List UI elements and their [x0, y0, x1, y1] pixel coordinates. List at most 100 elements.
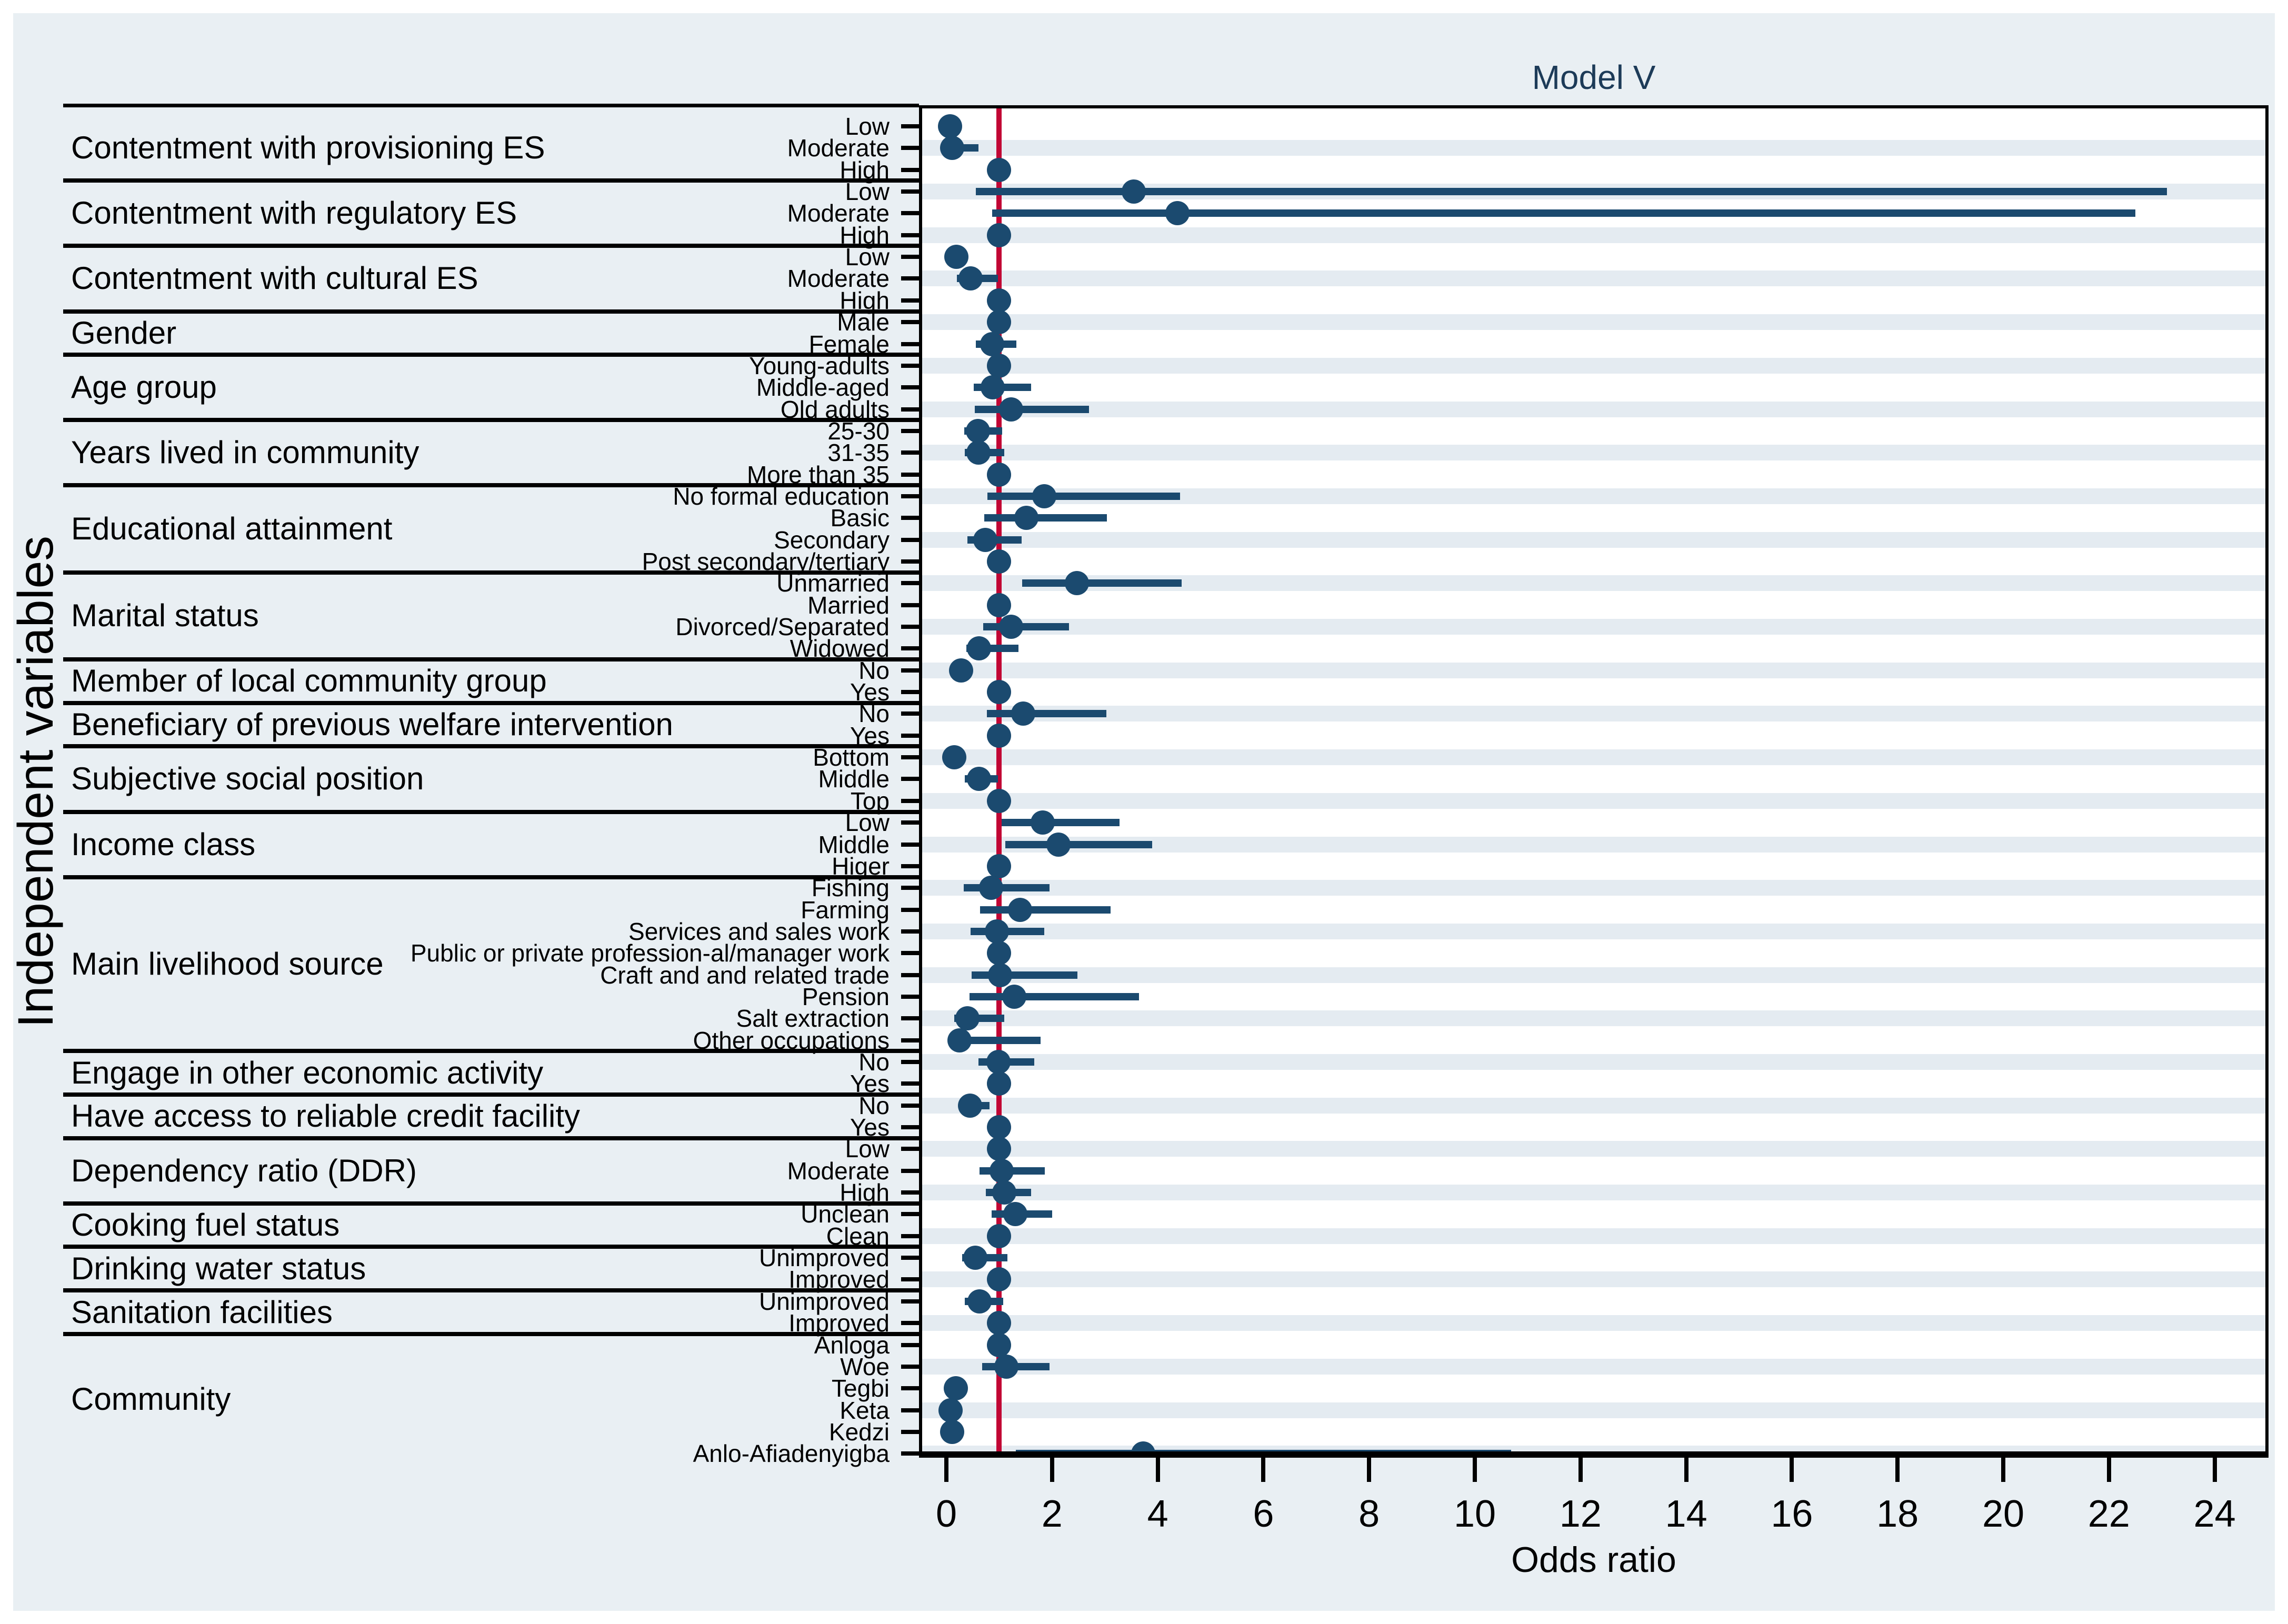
group-separator-line — [63, 1201, 919, 1206]
grid-stripe — [919, 1185, 2269, 1201]
y-tick — [901, 428, 919, 433]
y-tick — [901, 1103, 919, 1108]
x-tick-label: 12 — [1559, 1493, 1602, 1535]
y-tick — [901, 494, 919, 498]
or-dot — [987, 462, 1012, 487]
row-label: Middle — [818, 830, 890, 858]
y-tick — [901, 1342, 919, 1347]
ci-line — [987, 492, 1180, 500]
or-dot — [987, 723, 1012, 748]
y-tick — [901, 1081, 919, 1086]
ci-line — [1022, 579, 1182, 587]
or-dot — [987, 549, 1012, 574]
x-tick — [2212, 1458, 2217, 1482]
group-label: Subjective social position — [71, 761, 424, 797]
group-label: Contentment with provisioning ES — [71, 130, 545, 166]
row-label: Moderate — [787, 199, 890, 227]
x-tick — [1895, 1458, 1900, 1482]
y-tick — [901, 603, 919, 607]
group-separator-line — [63, 483, 919, 488]
y-tick — [901, 646, 919, 651]
y-tick — [901, 1038, 919, 1042]
y-tick — [901, 994, 919, 999]
or-dot — [944, 1376, 968, 1401]
row-label: Married — [807, 591, 890, 619]
y-tick — [901, 146, 919, 151]
group-separator-line — [63, 1136, 919, 1140]
group-separator-line — [63, 1092, 919, 1097]
row-label: Craft and and related trade — [600, 961, 890, 989]
y-tick — [901, 233, 919, 237]
row-label: Salt extraction — [736, 1005, 890, 1032]
grid-stripe — [919, 140, 2269, 156]
y-tick — [901, 1429, 919, 1434]
grid-stripe — [919, 270, 2269, 287]
grid-stripe — [919, 706, 2269, 722]
y-axis-title: Independent variables — [4, 413, 67, 1150]
plot-area — [919, 105, 2269, 1458]
row-label: Tegbi — [832, 1375, 890, 1402]
group-separator-line — [63, 244, 919, 248]
grid-stripe — [919, 1228, 2269, 1244]
y-tick — [901, 798, 919, 803]
grid-stripe — [919, 445, 2269, 461]
or-dot — [1165, 201, 1190, 226]
x-tick-label: 0 — [935, 1493, 957, 1535]
or-dot — [987, 941, 1012, 966]
or-dot — [987, 1115, 1012, 1139]
y-tick — [901, 450, 919, 455]
or-dot — [949, 658, 974, 683]
ci-line — [983, 623, 1069, 630]
group-label: Income class — [71, 826, 256, 862]
y-tick — [901, 886, 919, 890]
or-dot — [966, 440, 991, 465]
y-tick — [901, 559, 919, 564]
or-dot — [967, 1289, 992, 1314]
or-dot — [963, 1246, 988, 1270]
y-tick — [901, 864, 919, 868]
or-dot — [992, 1180, 1017, 1205]
group-separator-line — [63, 1331, 919, 1336]
group-label: Engage in other economic activity — [71, 1055, 544, 1090]
group-label: Have access to reliable credit facility — [71, 1098, 581, 1134]
or-dot — [994, 1354, 1018, 1379]
grid-stripe — [919, 1054, 2269, 1070]
group-label: Cooking fuel status — [71, 1207, 340, 1243]
or-dot — [1122, 179, 1146, 204]
ci-line — [976, 188, 2167, 195]
group-label: Dependency ratio (DDR) — [71, 1152, 417, 1188]
group-label: Member of local community group — [71, 663, 547, 699]
group-separator-line — [63, 570, 919, 575]
group-separator-line — [63, 809, 919, 814]
y-tick — [901, 1190, 919, 1195]
y-tick — [901, 255, 919, 259]
or-dot — [973, 527, 998, 552]
y-tick — [901, 1016, 919, 1021]
group-label: Marital status — [71, 598, 259, 634]
grid-stripe — [919, 880, 2269, 896]
or-dot — [987, 593, 1012, 617]
or-dot — [955, 1006, 980, 1031]
x-tick-label: 2 — [1041, 1493, 1063, 1535]
grid-stripe — [919, 1010, 2269, 1027]
or-dot — [938, 1398, 963, 1422]
reference-line — [996, 105, 1002, 1458]
y-tick — [901, 407, 919, 412]
row-label: Moderate — [787, 1157, 890, 1185]
or-dot — [987, 1311, 1012, 1336]
group-separator-line — [63, 1288, 919, 1293]
group-label: Contentment with cultural ES — [71, 260, 478, 296]
x-tick — [1578, 1458, 1583, 1482]
grid-stripe — [919, 1271, 2269, 1288]
group-label: Drinking water status — [71, 1250, 366, 1286]
grid-stripe — [919, 1402, 2269, 1418]
or-dot — [942, 745, 967, 770]
ci-line — [970, 993, 1140, 1000]
y-tick — [901, 385, 919, 390]
row-label: Secondary — [774, 526, 890, 554]
x-tick — [1684, 1458, 1688, 1482]
chart-title: Model V — [1532, 58, 1656, 96]
or-dot — [1032, 484, 1056, 508]
row-label: Middle-aged — [756, 374, 890, 402]
